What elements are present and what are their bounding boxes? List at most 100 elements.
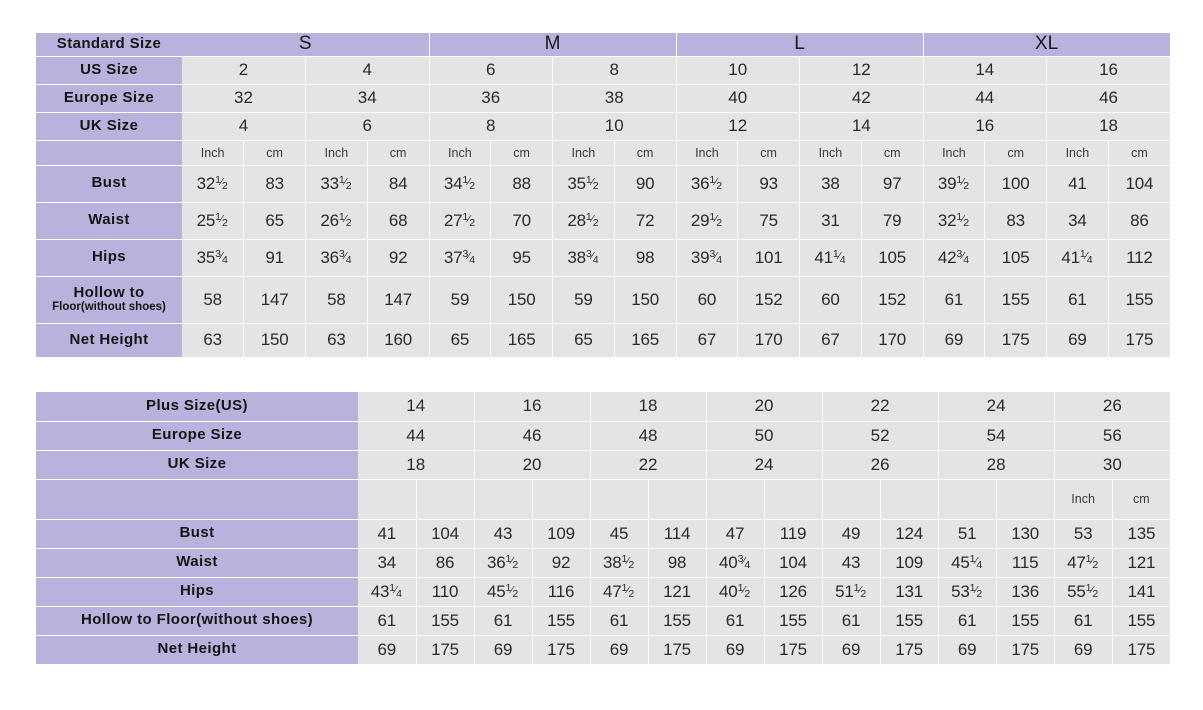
size-value-cell: 28 xyxy=(938,450,1055,480)
size-group-header-s: S xyxy=(182,33,430,57)
unit-header-cm: cm xyxy=(367,140,430,166)
unit-header-cm: cm xyxy=(490,140,553,166)
row-label: Bust xyxy=(36,165,182,203)
measurement-cell: 175 xyxy=(764,635,823,665)
measurement-cell: 69 xyxy=(938,635,997,665)
measurement-cell: 104 xyxy=(1108,165,1171,203)
size-value-cell: 38 xyxy=(552,84,677,113)
measurement-cell: 124 xyxy=(880,519,939,549)
unit-header-row: Inch cm xyxy=(36,479,1171,520)
measurement-cell: 155 xyxy=(1112,606,1171,636)
measurement-cell: 175 xyxy=(648,635,707,665)
measurement-cell: 41 xyxy=(1046,165,1109,203)
measurement-cell: 150 xyxy=(614,276,677,324)
measurement-cell: 401⁄2 xyxy=(706,577,765,607)
size-value-cell: 18 xyxy=(358,450,475,480)
measurement-cell: 383⁄4 xyxy=(552,239,615,277)
measurement-cell: 61 xyxy=(590,606,649,636)
measurement-row-net-height: Net Height 69 175 69 175 69 175 69 175 69 175 69 175… xyxy=(36,635,1171,665)
measurement-cell: 155 xyxy=(764,606,823,636)
measurement-cell: 67 xyxy=(799,323,862,358)
measurement-cell: 126 xyxy=(764,577,823,607)
measurement-cell: 165 xyxy=(614,323,677,358)
size-value-cell: 4 xyxy=(182,112,306,141)
measurement-cell: 119 xyxy=(764,519,823,549)
measurement-row-hips: Hips 353⁄4 91 363⁄4 92 373⁄4 95 383⁄4 98 393⁄4 101… xyxy=(36,239,1171,277)
measurement-cell: 175 xyxy=(996,635,1055,665)
measurement-cell: 83 xyxy=(984,202,1048,240)
standard-size-table: Standard Size S M L XL US Size 2 4 6 8 10 12 14 16 Eur… xyxy=(36,33,1171,358)
measurement-cell: 92 xyxy=(532,548,591,578)
measurement-cell: 105 xyxy=(984,239,1048,277)
measurement-cell: 115 xyxy=(996,548,1055,578)
measurement-cell: 61 xyxy=(938,606,997,636)
size-value-cell: 14 xyxy=(358,392,475,422)
measurement-cell: 341⁄2 xyxy=(429,165,492,203)
measurement-cell: 63 xyxy=(305,323,368,358)
measurement-cell: 321⁄2 xyxy=(182,165,245,203)
measurement-cell: 51 xyxy=(938,519,997,549)
measurement-cell: 155 xyxy=(984,276,1048,324)
measurement-cell: 175 xyxy=(532,635,591,665)
measurement-cell: 109 xyxy=(532,519,591,549)
measurement-row-hips: Hips 431⁄4 110 451⁄2 116 471⁄2 121 401⁄2 126 511⁄… xyxy=(36,577,1171,607)
measurement-cell: 95 xyxy=(490,239,553,277)
size-value-cell: 18 xyxy=(590,392,707,422)
measurement-row-waist: Waist 251⁄2 65 261⁄2 68 271⁄2 70 281⁄2 72 291⁄2 75… xyxy=(36,202,1171,240)
size-value-cell: 16 xyxy=(923,112,1048,141)
measurement-cell: 97 xyxy=(861,165,924,203)
measurement-row-waist: Waist 34 86 361⁄2 92 381⁄2 98 403⁄4 104 43 109 451⁄… xyxy=(36,548,1171,578)
measurement-cell: 351⁄2 xyxy=(552,165,615,203)
measurement-cell: 65 xyxy=(243,202,306,240)
measurement-cell: 155 xyxy=(532,606,591,636)
unit-header-cm: cm xyxy=(861,140,924,166)
size-value-cell: 10 xyxy=(676,56,801,85)
unit-header-cm: cm xyxy=(1108,140,1171,166)
measurement-cell: 69 xyxy=(706,635,765,665)
size-value-cell: 6 xyxy=(305,112,430,141)
measurement-cell: 281⁄2 xyxy=(552,202,615,240)
size-value-cell: 42 xyxy=(799,84,924,113)
measurement-cell: 69 xyxy=(358,635,417,665)
measurement-row-net-height: Net Height 63 150 63 160 65 165 65 165 67 170 67 170… xyxy=(36,323,1171,358)
measurement-cell: 411⁄4 xyxy=(799,239,862,277)
measurement-cell: 83 xyxy=(243,165,306,203)
measurement-cell: 68 xyxy=(367,202,430,240)
size-value-cell: 12 xyxy=(799,56,924,85)
measurement-cell: 152 xyxy=(861,276,924,324)
measurement-cell: 61 xyxy=(923,276,986,324)
measurement-cell: 411⁄4 xyxy=(1046,239,1109,277)
row-label: Plus Size(US) xyxy=(36,392,358,422)
measurement-cell: 363⁄4 xyxy=(305,239,368,277)
unit-header-cm: cm xyxy=(1112,479,1171,520)
measurement-cell: 393⁄4 xyxy=(676,239,739,277)
size-value-cell: 46 xyxy=(1046,84,1171,113)
unit-header-cm: cm xyxy=(243,140,306,166)
measurement-cell: 65 xyxy=(552,323,615,358)
size-value-cell: 26 xyxy=(1054,392,1171,422)
size-value-cell: 44 xyxy=(923,84,1048,113)
size-group-header-l: L xyxy=(676,33,924,57)
unit-header-inch: Inch xyxy=(429,140,492,166)
group-header-row: Standard Size S M L XL xyxy=(36,33,1171,57)
measurement-cell: 61 xyxy=(706,606,765,636)
unit-header-empty xyxy=(822,479,881,520)
row-label: Hips xyxy=(36,239,182,277)
row-label: Hollow to Floor(without shoes) xyxy=(36,606,358,636)
measurement-cell: 381⁄2 xyxy=(590,548,649,578)
unit-header-empty xyxy=(474,479,533,520)
measurement-cell: 67 xyxy=(676,323,739,358)
measurement-cell: 121 xyxy=(1112,548,1171,578)
measurement-cell: 423⁄4 xyxy=(923,239,986,277)
row-label: Net Height xyxy=(36,635,358,665)
measurement-cell: 175 xyxy=(1112,635,1171,665)
measurement-cell: 155 xyxy=(648,606,707,636)
measurement-cell: 160 xyxy=(367,323,430,358)
measurement-cell: 100 xyxy=(984,165,1048,203)
measurement-cell: 34 xyxy=(358,548,417,578)
measurement-cell: 165 xyxy=(490,323,553,358)
measurement-cell: 271⁄2 xyxy=(429,202,492,240)
measurement-cell: 135 xyxy=(1112,519,1171,549)
measurement-cell: 79 xyxy=(861,202,924,240)
measurement-cell: 471⁄2 xyxy=(1054,548,1113,578)
